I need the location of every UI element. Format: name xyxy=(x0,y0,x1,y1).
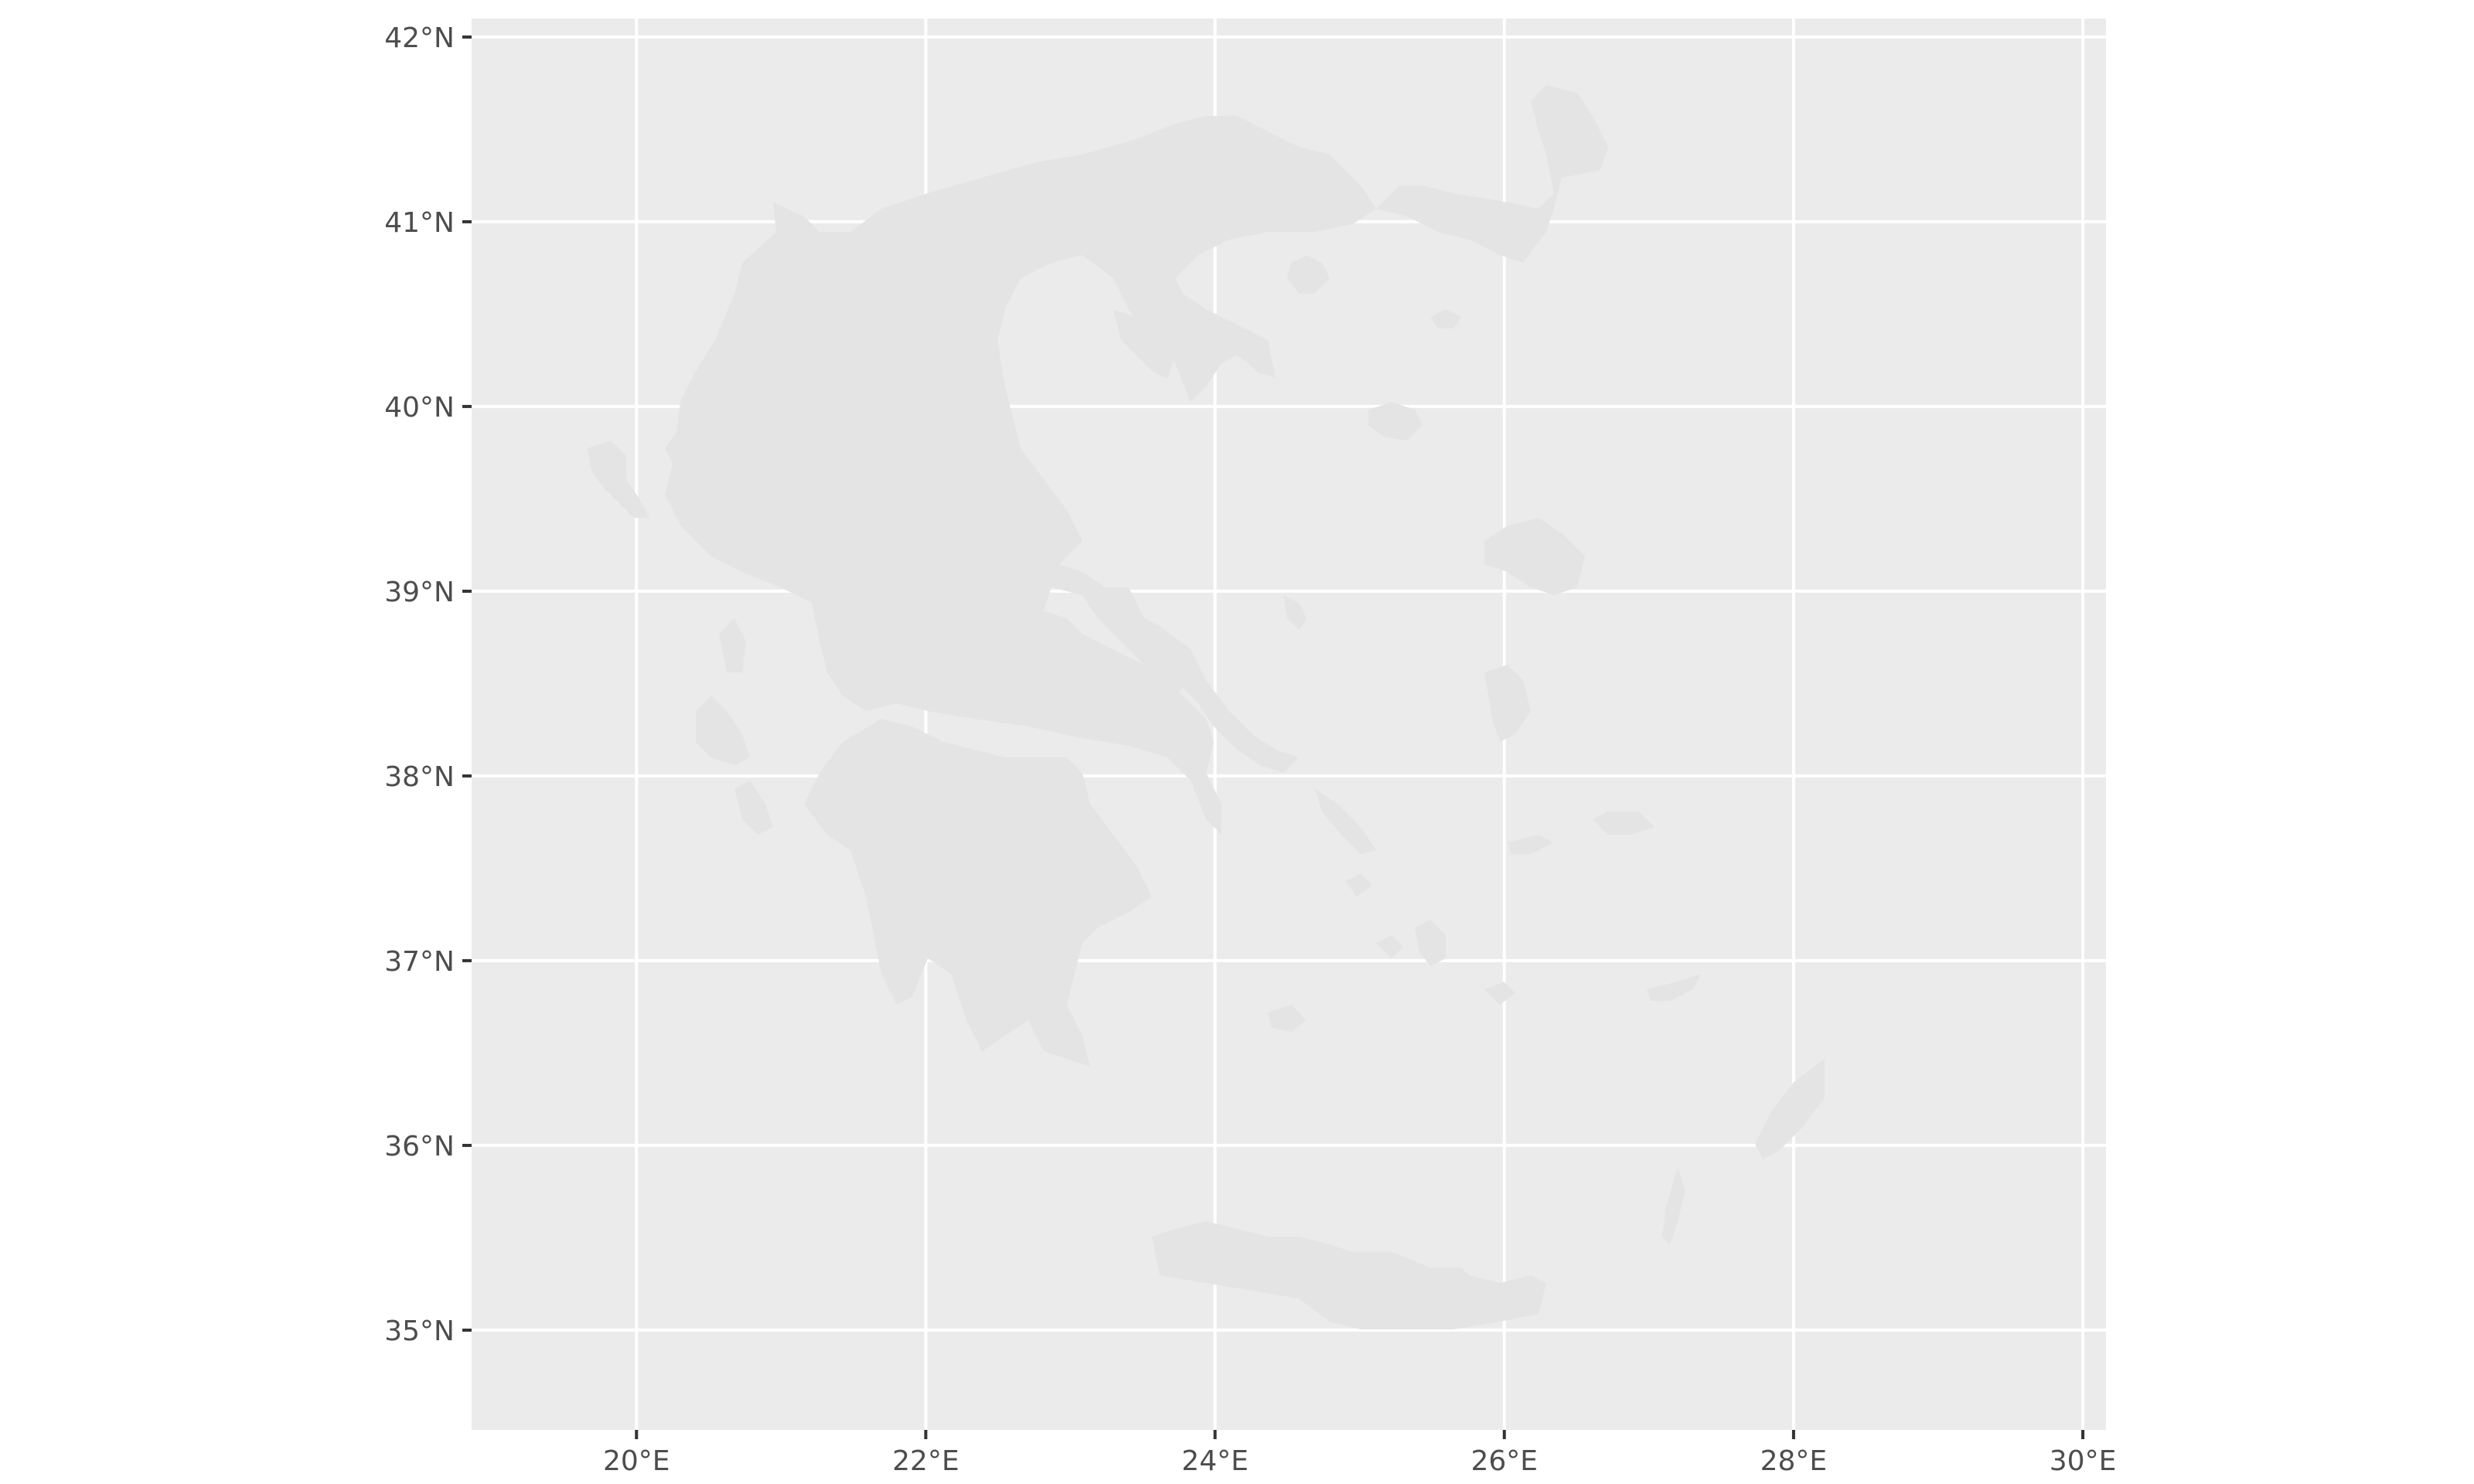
ikaria xyxy=(1508,835,1554,854)
cyclades-2 xyxy=(1376,935,1403,958)
samothrace xyxy=(1430,309,1461,328)
thasos xyxy=(1287,255,1330,294)
cyclades-1 xyxy=(1268,1005,1307,1032)
kos xyxy=(1647,974,1701,1001)
land-greece xyxy=(588,85,1825,1329)
cyclades-3 xyxy=(1484,982,1515,1005)
y-tick-label: 38°N xyxy=(384,761,455,793)
plot-panel xyxy=(472,19,2106,1430)
athos xyxy=(1214,325,1276,375)
kefalonia xyxy=(696,696,750,765)
mainland-greece xyxy=(665,85,1608,835)
karpathos xyxy=(1662,1167,1685,1244)
rhodes xyxy=(1755,1059,1825,1159)
x-tick-label: 30°E xyxy=(2050,1445,2117,1477)
lefkada xyxy=(719,618,746,672)
y-tick-label: 39°N xyxy=(384,577,455,608)
peloponnese xyxy=(804,719,1152,1067)
zakynthos xyxy=(734,781,773,835)
axes: 20°E 22°E 24°E 26°E 28°E 30°E 42°N 41°N 40°N 39°N… xyxy=(384,22,2116,1477)
x-tick-label: 20°E xyxy=(603,1445,670,1477)
chalkidiki xyxy=(1113,309,1175,379)
y-tick-label: 35°N xyxy=(384,1316,455,1347)
x-tick-label: 26°E xyxy=(1470,1445,1538,1477)
lemnos xyxy=(1368,402,1423,441)
crete xyxy=(1152,1221,1546,1329)
y-tick-label: 41°N xyxy=(384,207,455,239)
andros xyxy=(1314,788,1376,854)
x-tick-label: 28°E xyxy=(1760,1445,1828,1477)
y-tick-label: 36°N xyxy=(384,1131,455,1162)
y-tick-label: 42°N xyxy=(384,22,455,54)
skyros xyxy=(1283,595,1307,630)
corfu xyxy=(588,441,649,518)
chios xyxy=(1484,665,1531,742)
naxos xyxy=(1415,920,1446,966)
lesbos xyxy=(1484,518,1585,595)
evia xyxy=(1129,611,1299,773)
x-tick-label: 22°E xyxy=(892,1445,959,1477)
x-tick-label: 24°E xyxy=(1181,1445,1249,1477)
y-tick-label: 37°N xyxy=(384,946,455,978)
y-tick-label: 40°N xyxy=(384,392,455,424)
cyclades-4 xyxy=(1345,873,1372,897)
samos xyxy=(1593,812,1654,835)
